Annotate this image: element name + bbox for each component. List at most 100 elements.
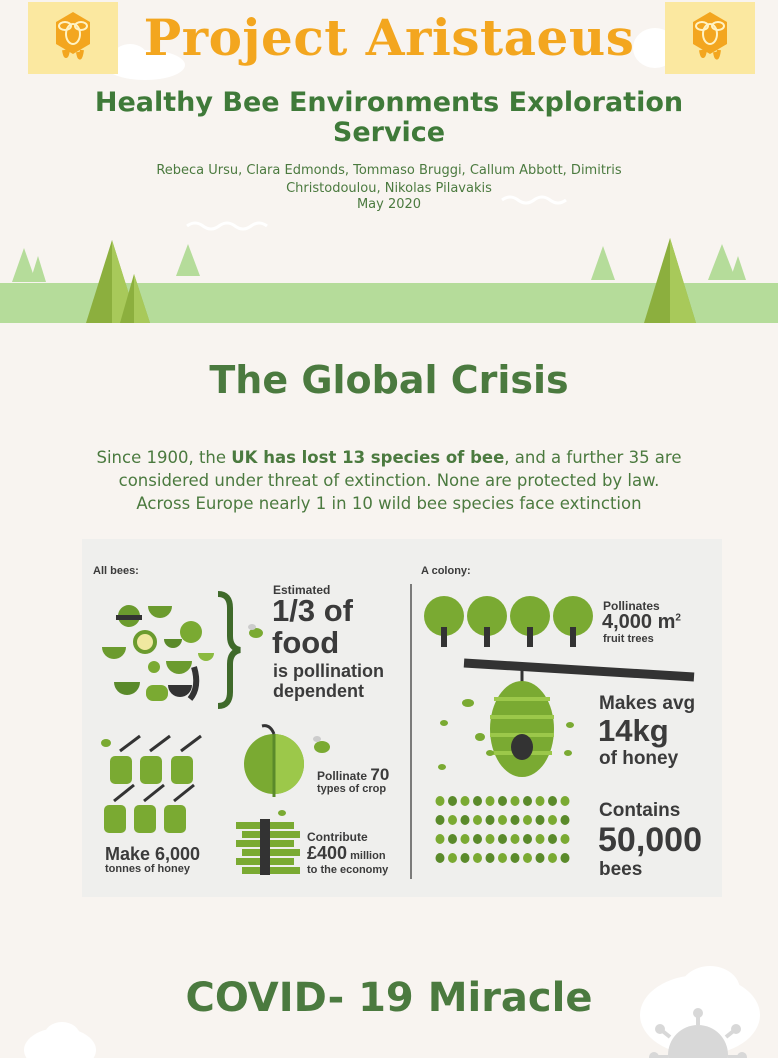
wave-decoration: [501, 195, 567, 205]
honey-kg: 14kg: [598, 713, 669, 748]
bee-icon: [473, 834, 482, 844]
area-value: 4,000 m: [602, 611, 676, 633]
pollination-line2: dependent: [273, 681, 365, 701]
bee-icon: [535, 853, 545, 863]
bee-icon: [448, 815, 457, 825]
bee-icon: [560, 796, 570, 806]
fruit-trees-label: fruit trees: [603, 633, 654, 645]
food-label: food: [272, 625, 340, 660]
bee-icon: [473, 796, 482, 806]
bee-icon: [460, 853, 470, 863]
bee-icon: [101, 739, 111, 747]
bee-icon: [448, 834, 457, 844]
crisis-text-end: , and a further 35 are considered under …: [118, 448, 682, 513]
cloud-decoration: [24, 1022, 96, 1058]
money-icon: [236, 819, 300, 875]
page-subtitle: Healthy Bee Environments Exploration Ser…: [94, 87, 684, 148]
crisis-paragraph: Since 1900, the UK has lost 13 species o…: [90, 446, 688, 515]
bee-icon: [435, 815, 445, 825]
contribute-label: Contribute: [307, 830, 368, 844]
pollinates-label: Pollinates: [603, 599, 660, 613]
bee-count: 50,000: [598, 821, 702, 859]
economy-million: million: [350, 850, 386, 862]
infographic-graphics: [101, 584, 695, 879]
bee-icon: [523, 834, 532, 844]
fruit-tree-icon: [424, 596, 593, 647]
bee-icon: [548, 834, 557, 844]
food-fraction: 1/3 of: [272, 593, 353, 628]
section-title-crisis: The Global Crisis: [209, 358, 569, 402]
bee-icon: [548, 815, 557, 825]
bee-icon: [535, 815, 545, 825]
logo-right: [665, 2, 755, 74]
economy-suffix: to the economy: [307, 864, 389, 876]
pollinate-number: 70: [370, 765, 390, 784]
all-bees-heading: All bees:: [93, 565, 139, 577]
estimated-label: Estimated: [273, 583, 331, 597]
honey-units: tonnes of honey: [105, 863, 190, 875]
colony-heading: A colony:: [421, 565, 471, 577]
bee-icon: [460, 815, 470, 825]
beehive-icon: [490, 681, 554, 777]
bee-icon: [473, 853, 482, 863]
bee-icon: [485, 834, 495, 844]
bee-icon: [248, 624, 263, 638]
bee-icon: [498, 853, 507, 863]
bee-icon: [510, 853, 520, 863]
bee-icon: [535, 834, 545, 844]
bee-icon: [448, 853, 457, 863]
bee-honey-icon: [56, 12, 90, 60]
bee-icon: [523, 796, 532, 806]
bee-icon: [278, 810, 286, 816]
bee-icon: [485, 796, 495, 806]
bee-icon: [435, 834, 445, 844]
bee-icon: [498, 834, 507, 844]
bee-icon: [313, 736, 330, 753]
bee-honey-icon: [693, 12, 727, 60]
economy-amount: £400 million: [307, 843, 386, 864]
bee-icon: [548, 853, 557, 863]
infographic-panel: All bees: Estimated 1/3 of food is polli…: [82, 539, 722, 897]
honey-jar-icon: [104, 756, 193, 833]
bee-icon: [510, 796, 520, 806]
bee-icon: [435, 853, 445, 863]
makes-avg-label: Makes avg: [599, 693, 696, 714]
authors: Rebeca Ursu, Clara Edmonds, Tommaso Brug…: [156, 163, 622, 196]
pollination-line1: is pollination: [273, 661, 384, 681]
crisis-text-highlight: UK has lost 13 species of bee: [231, 448, 505, 467]
bee-icon: [473, 815, 482, 825]
bee-icon: [548, 796, 557, 806]
bee-icon: [535, 796, 545, 806]
bee-icon: [523, 815, 532, 825]
virus-icon: [649, 1008, 747, 1058]
bee-icon: [510, 834, 520, 844]
publication-date: May 2020: [356, 197, 422, 212]
bee-icon: [435, 796, 445, 806]
section-title-covid: COVID- 19 Miracle: [185, 975, 593, 1021]
bees-label: bees: [599, 859, 643, 880]
bee-icon: [448, 796, 457, 806]
bee-icon: [560, 853, 570, 863]
crisis-text-start: Since 1900, the: [96, 448, 232, 467]
food-icon: [102, 605, 214, 701]
area-exponent: 2: [675, 612, 681, 624]
contains-label: Contains: [599, 800, 681, 821]
area-number: 4,000 m2: [602, 611, 681, 634]
apple-icon: [244, 724, 304, 797]
bee-icon: [485, 815, 495, 825]
bee-icon: [498, 796, 507, 806]
tree-icon: [12, 244, 746, 282]
bee-icon: [560, 834, 570, 844]
bee-icon: [510, 815, 520, 825]
bee-icon: [523, 853, 532, 863]
logo-left: [28, 2, 118, 74]
economy-number: £400: [307, 843, 348, 863]
pollinate-prefix: Pollinate: [317, 769, 368, 783]
wave-decoration: [186, 221, 268, 231]
of-honey-label: of honey: [599, 748, 679, 769]
bee-icon: [560, 815, 570, 825]
landscape-illustration: [0, 238, 778, 323]
bee-icon: [460, 796, 470, 806]
cloud-decoration: [105, 44, 185, 80]
pollinate-suffix: types of crop: [317, 783, 387, 795]
